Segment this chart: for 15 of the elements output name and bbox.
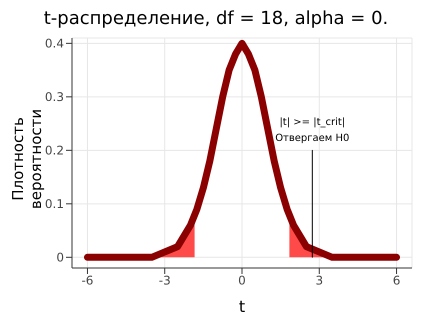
y-tick-label: 0.4	[44, 36, 64, 51]
x-tick-label: 3	[315, 274, 324, 288]
annotation: |t| >= |t_crit|	[279, 116, 346, 128]
x-axis-title: t	[238, 297, 246, 316]
annotation: Отвергаем H0	[275, 132, 350, 144]
y-axis-title: Плотность вероятности	[9, 108, 45, 210]
x-tick-label: -3	[158, 274, 171, 288]
chart-title: t-распределение, df = 18, alpha = 0.	[42, 8, 390, 31]
x-tick-label: 0	[238, 274, 246, 288]
x-tick-label: 6	[392, 274, 400, 288]
y-tick-label: 0.1	[44, 197, 64, 212]
x-tick-label: -6	[81, 274, 94, 288]
y-tick-label: 0.3	[44, 90, 64, 104]
y-tick-label: 0	[56, 250, 64, 265]
y-tick-label: 0.2	[44, 144, 64, 158]
